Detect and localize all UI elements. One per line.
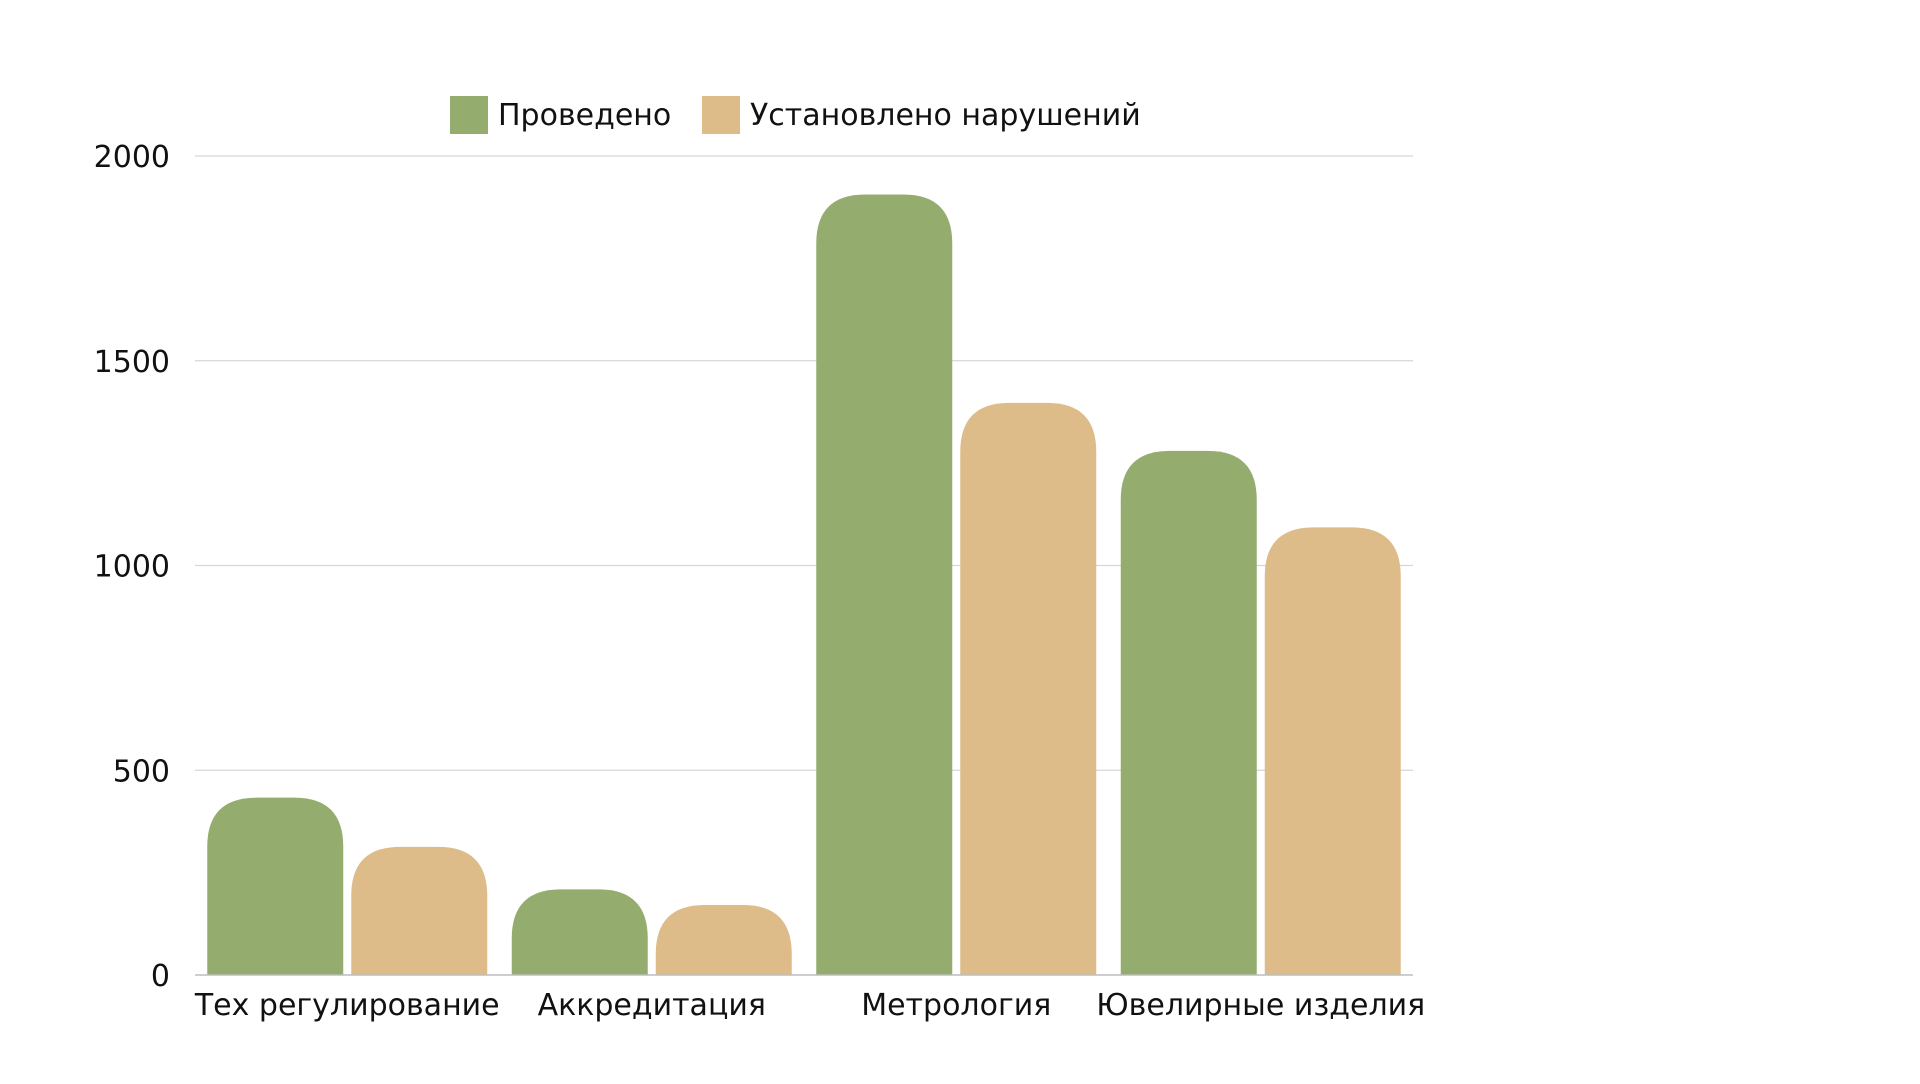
x-tick-label: Аккредитация <box>538 988 766 1023</box>
bar-violations-3 <box>1264 527 1401 975</box>
bar-violations-0 <box>351 846 488 975</box>
axes: 0 500 1000 1500 2000 Тех регулирование Аккреди… <box>94 140 1426 1023</box>
bar-conducted-3 <box>1120 450 1257 976</box>
legend-swatch <box>702 96 740 134</box>
bar-conducted-2 <box>816 194 953 976</box>
legend-label: Проведено <box>498 98 671 133</box>
bar-violations-1 <box>655 904 792 975</box>
legend-swatch <box>450 96 488 134</box>
x-tick-label: Ювелирные изделия <box>1096 988 1425 1023</box>
y-tick-label: 0 <box>151 959 170 994</box>
legend: Проведено Установлено нарушений <box>450 96 1141 134</box>
bars <box>207 194 1401 976</box>
bar-violations-2 <box>960 402 1097 976</box>
legend-label: Установлено нарушений <box>750 98 1141 133</box>
y-tick-label: 1500 <box>94 345 170 380</box>
y-tick-label: 500 <box>113 754 170 789</box>
bar-conducted-1 <box>511 889 648 975</box>
y-tick-label: 2000 <box>94 140 170 175</box>
x-tick-label: Метрология <box>861 988 1051 1023</box>
bar-conducted-0 <box>207 797 344 975</box>
y-tick-label: 1000 <box>94 550 170 585</box>
x-tick-label: Тех регулирование <box>194 988 500 1023</box>
